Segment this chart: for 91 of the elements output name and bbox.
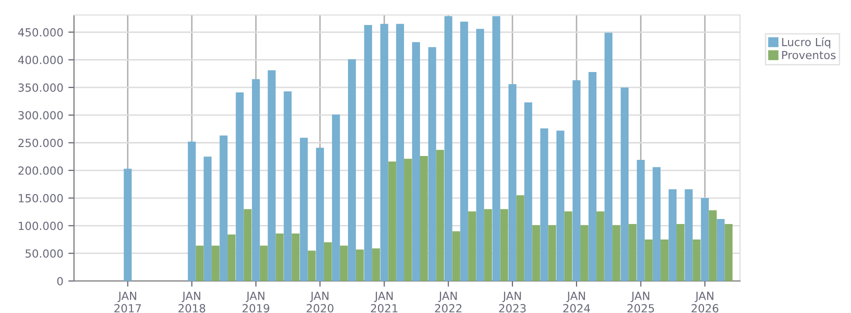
bar (652, 167, 661, 281)
bar (308, 250, 316, 281)
bar (692, 240, 701, 281)
bar (276, 233, 284, 281)
x-tick-label: JAN 2023 (499, 292, 526, 312)
bar (492, 16, 500, 281)
bar (404, 158, 412, 281)
x-tick-label: JAN 2018 (178, 292, 206, 312)
bar (444, 16, 452, 281)
bar (228, 234, 236, 281)
bar (332, 114, 340, 281)
bar (420, 156, 428, 281)
bar (284, 91, 292, 281)
bar (708, 210, 717, 281)
bar (668, 189, 677, 281)
y-tick-label: 400.000 (18, 56, 63, 64)
bar (628, 224, 636, 281)
x-tick-label: JAN 2022 (435, 292, 462, 312)
bar (684, 189, 693, 281)
bar (540, 128, 548, 281)
bar (548, 225, 556, 281)
bar (532, 225, 540, 281)
bar (188, 142, 196, 281)
bar (580, 225, 588, 281)
bar (596, 211, 604, 281)
bar (196, 246, 204, 281)
legend-label: Lucro Líq (782, 37, 830, 48)
bar (260, 246, 268, 281)
bar (236, 92, 244, 281)
x-tick-label: JAN 2017 (114, 292, 141, 312)
bar (356, 249, 364, 281)
bar (348, 59, 356, 281)
bar (588, 72, 596, 281)
bar (612, 225, 620, 281)
y-tick-label: 100.000 (18, 222, 63, 230)
x-tick-label: JAN 2024 (563, 292, 590, 312)
bar (636, 160, 645, 281)
y-tick-label: 0 (57, 276, 63, 286)
bar (660, 240, 668, 281)
bar (212, 246, 220, 281)
bar (372, 248, 380, 281)
bar (484, 209, 492, 281)
bar (396, 24, 404, 281)
bar (676, 224, 684, 281)
bar (460, 22, 468, 281)
bar (644, 240, 653, 281)
x-tick-label: JAN 2020 (306, 292, 334, 312)
bar (452, 231, 460, 281)
x-tick-label: JAN 2021 (370, 292, 398, 312)
y-tick-label: 350.000 (18, 83, 63, 92)
bar (436, 150, 444, 281)
x-tick-label: JAN 2019 (242, 292, 270, 312)
bar (716, 219, 725, 281)
x-tick-label: JAN 2025 (627, 292, 654, 312)
y-tick-label: 200.000 (18, 166, 63, 175)
bar (316, 148, 324, 281)
bar (556, 130, 564, 281)
bar (388, 162, 396, 281)
bar (428, 47, 436, 281)
y-tick-label: 150.000 (18, 194, 63, 202)
legend-label: Proventos (782, 50, 836, 60)
bar (124, 168, 132, 281)
bar (508, 84, 516, 281)
bar (516, 195, 524, 281)
bar (364, 24, 372, 281)
bar (300, 138, 308, 281)
bar (500, 209, 508, 281)
bar (476, 28, 484, 281)
bar (700, 198, 709, 281)
bar (340, 246, 348, 281)
bar (204, 156, 212, 281)
bar (604, 32, 612, 281)
bar (324, 242, 332, 281)
bar (244, 209, 252, 281)
bar (564, 211, 572, 281)
bar (468, 211, 476, 281)
y-tick-label: 300.000 (18, 111, 63, 120)
x-tick-label: JAN 2026 (692, 292, 718, 312)
bar (220, 136, 228, 281)
bar (252, 79, 260, 281)
bar (572, 80, 580, 281)
bar (524, 102, 532, 281)
bar (380, 24, 388, 281)
y-tick-label: 50.000 (26, 249, 63, 258)
y-tick-label: 250.000 (18, 138, 63, 148)
bar (620, 87, 629, 281)
y-tick-label: 450.000 (18, 28, 63, 37)
bar (412, 42, 420, 281)
bar (724, 224, 733, 281)
bar (292, 233, 300, 281)
bar (268, 70, 276, 281)
